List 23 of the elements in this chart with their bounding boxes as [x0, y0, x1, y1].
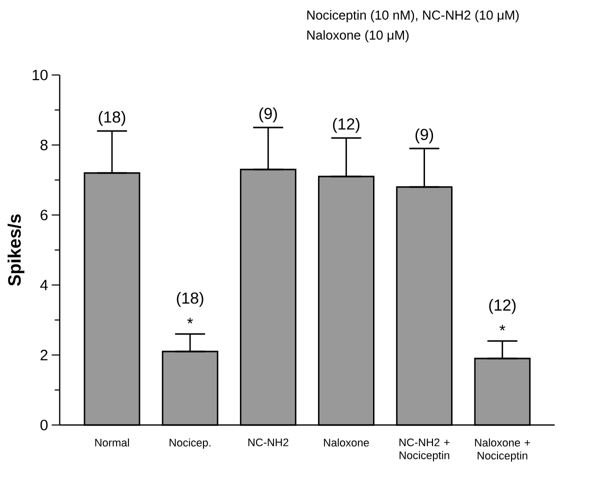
annotation: (9)	[416, 128, 434, 144]
y-tick-label: 10	[32, 70, 48, 80]
x-tick-label: Naloxone + Nociceptin	[475, 438, 530, 462]
text: Naloxone (10 μM)	[307, 30, 409, 42]
text: Nociceptin (10 nM), NC-NH2 (10 μM)	[307, 10, 519, 22]
y-tick-label: 8	[40, 140, 48, 150]
annotation: (18)	[98, 110, 126, 126]
y-tick-label: 6	[40, 210, 48, 220]
annotation: (12)	[333, 118, 360, 133]
y-tick-label: 4	[40, 280, 48, 290]
annotation: (9)	[259, 107, 277, 122]
y-tick-label: 2	[40, 350, 48, 360]
x-tick-label: Normal	[95, 438, 129, 447]
annotation: *	[500, 324, 506, 330]
x-tick-label: NC-NH2 + Nociceptin	[399, 438, 450, 462]
annotation: (12)	[489, 299, 516, 314]
x-tick-label: NC-NH2	[248, 438, 288, 446]
annotation: *	[187, 318, 193, 324]
y-axis-title: Spikes/s	[8, 214, 24, 286]
annotation: (18)	[176, 292, 204, 307]
x-tick-label: Nocicep.	[170, 438, 210, 449]
x-tick-label: Naloxone	[324, 438, 369, 447]
y-tick-label: 0	[40, 420, 48, 430]
